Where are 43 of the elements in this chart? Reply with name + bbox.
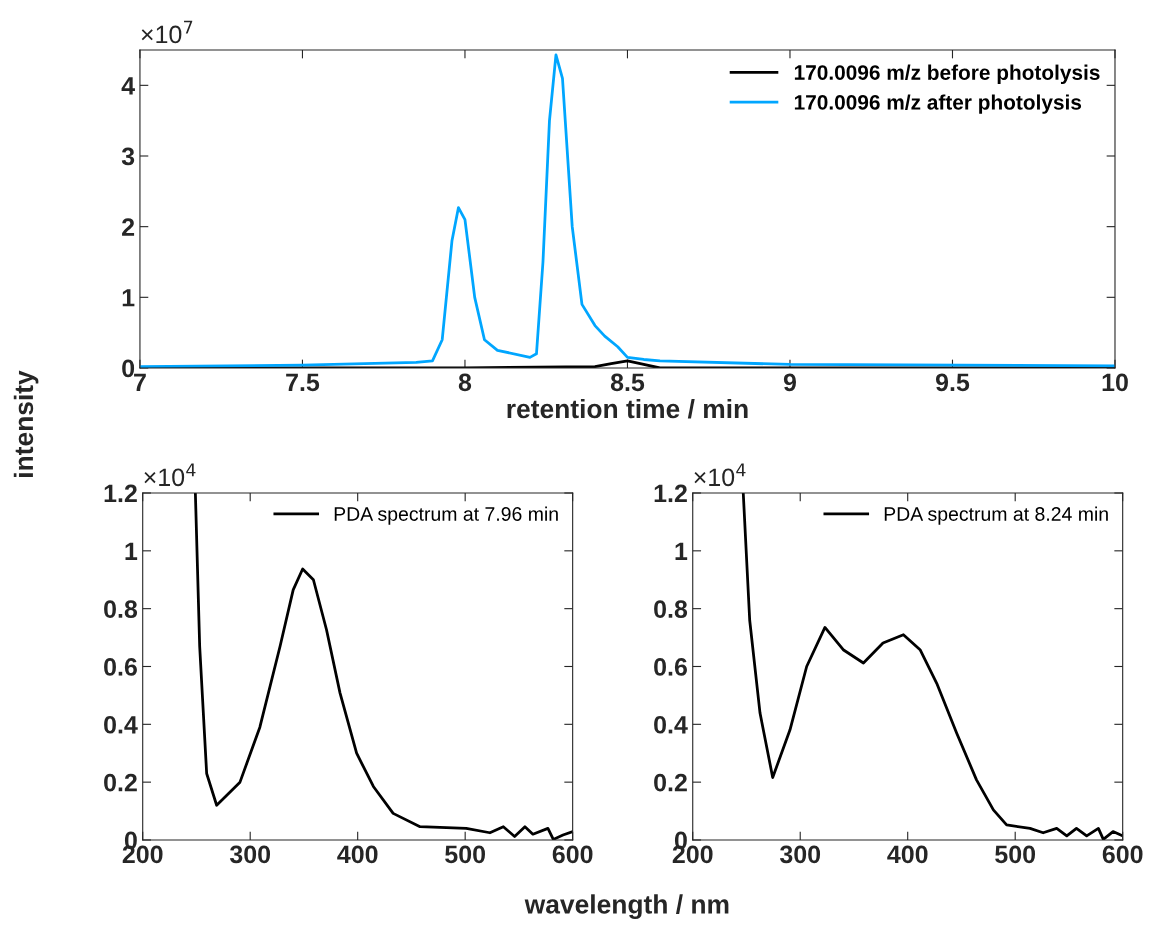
y-tick-label: 0.4 xyxy=(654,715,688,734)
x-axis-title: retention time / min xyxy=(507,398,748,419)
y-tick-label: 4 xyxy=(121,77,135,95)
line-series xyxy=(139,53,1115,368)
y-tick-label: 0.8 xyxy=(104,600,138,618)
text: ×10$^{4}$ xyxy=(144,463,196,487)
y-tick-label: 1.2 xyxy=(654,484,687,503)
x-tick-label: 7.5 xyxy=(286,373,320,392)
x-tick-label: 600 xyxy=(552,845,593,864)
x-tick-label: 7 xyxy=(134,373,146,391)
x-tick-label: 400 xyxy=(337,845,378,864)
y-tick-label: 1 xyxy=(675,542,688,560)
y-tick-label: 0.2 xyxy=(104,773,137,792)
y-tick-label: 0.6 xyxy=(654,658,687,676)
legend-label: 170.0096 m/z after photolysis xyxy=(794,94,1082,114)
x-axis-title: wavelength / nm xyxy=(524,894,729,919)
x-tick-label: 9.5 xyxy=(935,373,970,392)
x-tick-label: 10 xyxy=(1102,373,1128,392)
y-tick-label: 1 xyxy=(122,289,135,307)
y-tick-label: 2 xyxy=(122,218,135,236)
legend-label: PDA spectrum at 7.96 min xyxy=(334,506,558,525)
x-tick-label: 8.5 xyxy=(610,373,645,392)
text: ×10$^{7}$ xyxy=(141,20,193,44)
x-tick-label: 600 xyxy=(1102,845,1143,864)
legend-label: 170.0096 m/z before photolysis xyxy=(794,64,1100,85)
x-tick-label: 400 xyxy=(887,845,928,864)
x-tick-label: 300 xyxy=(779,845,821,864)
y-tick-label: 1.2 xyxy=(104,484,137,503)
text: ×10$^{4}$ xyxy=(694,463,746,487)
y-axis-title: intensity xyxy=(13,370,39,477)
y-tick-label: 0.6 xyxy=(104,658,137,676)
y-tick-label: 0.8 xyxy=(654,600,688,618)
y-tick-label: 3 xyxy=(121,147,135,166)
x-tick-label: 8 xyxy=(458,373,472,392)
x-tick-label: 500 xyxy=(995,845,1036,864)
x-tick-label: 9 xyxy=(783,373,796,392)
x-tick-label: 500 xyxy=(445,845,486,864)
y-tick-label: 0.2 xyxy=(654,773,687,792)
y-tick-label: 0 xyxy=(122,359,135,378)
y-tick-label: 0.4 xyxy=(104,715,138,734)
legend-label: PDA spectrum at 8.24 min xyxy=(884,506,1108,525)
x-tick-label: 300 xyxy=(229,845,271,864)
y-tick-label: 1 xyxy=(125,542,138,560)
